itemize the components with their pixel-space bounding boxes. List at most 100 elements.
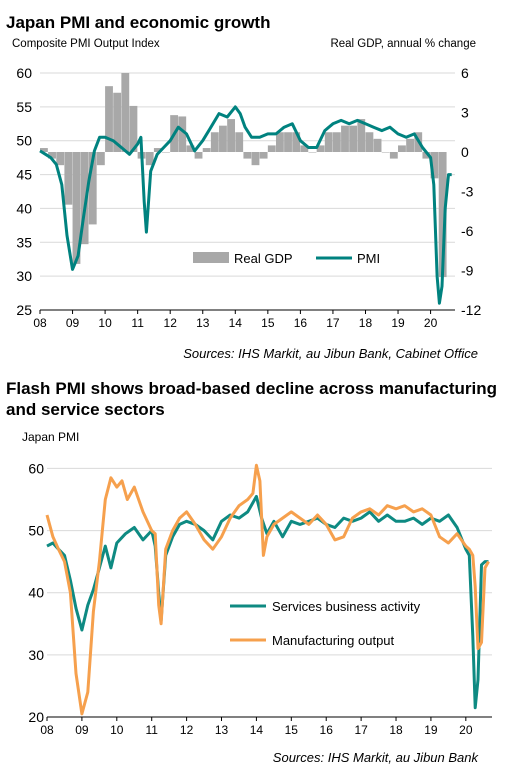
chart1-x-tick-label: 17 [326, 316, 340, 330]
chart1-gdp-bar [381, 152, 390, 153]
chart1-gdp-bar [64, 152, 73, 205]
chart1-gdp-bar [194, 152, 203, 159]
chart2-x-tick-label: 19 [424, 723, 438, 737]
chart2-y-tick-label: 20 [28, 709, 44, 725]
chart1-y-right-tick-label: 3 [461, 105, 469, 121]
chart1-y-tick-label: 50 [16, 133, 32, 149]
chart1-left-axis-label: Composite PMI Output Index [12, 38, 160, 50]
chart1-y-right-tick-label: -6 [461, 223, 474, 239]
chart1-x-tick-label: 20 [424, 316, 438, 330]
chart1-gdp-bar [162, 152, 170, 153]
chart2-legend-manufacturing-label: Manufacturing output [272, 633, 395, 648]
chart2-x-tick-label: 16 [320, 723, 334, 737]
chart2-source: Sources: IHS Markit, au Jibun Bank [272, 750, 478, 765]
chart1-x-tick-label: 10 [98, 316, 112, 330]
chart2-manufacturing-line [45, 463, 490, 716]
chart2-y-tick-label: 40 [28, 585, 44, 601]
chart2-x-tick-label: 18 [389, 723, 403, 737]
chart1-gdp-bar [284, 132, 292, 152]
chart1-y-tick-label: 30 [16, 268, 32, 284]
chart1-gdp-bar [88, 152, 97, 225]
chart1-title: Japan PMI and economic growth [6, 13, 271, 32]
chart2-services-line [46, 494, 489, 710]
chart1-gdp-bar [357, 119, 366, 152]
chart2-x-tick-label: 10 [110, 723, 124, 737]
chart1-gdp-bar [341, 125, 349, 152]
chart1-y-tick-label: 60 [16, 65, 32, 81]
chart1-gdp-bar [80, 152, 89, 245]
chart2-x-tick-label: 17 [354, 723, 368, 737]
chart1-gdp-bar [332, 132, 341, 152]
chart1-legend-gdp-swatch [193, 252, 229, 263]
chart1-x-tick-label: 08 [33, 316, 47, 330]
chart1-gdp-bar [275, 132, 284, 152]
chart1-gdp-bar [300, 145, 309, 152]
chart1-gdp-bar [121, 73, 130, 152]
chart1-gdp-bar [292, 132, 301, 152]
chart1-y-right-tick-label: 6 [461, 65, 469, 81]
chart1-y-right-tick-label: 0 [461, 144, 469, 160]
chart2-x-tick-label: 11 [145, 723, 158, 737]
chart1-gdp-bar [56, 152, 65, 166]
chart1-gdp-bar [324, 132, 333, 152]
chart2-axis-label: Japan PMI [22, 430, 80, 444]
chart1-y-tick-label: 55 [16, 99, 32, 115]
chart1-gdp-bar [267, 145, 276, 152]
chart1-gdp-bar [178, 116, 187, 152]
chart2-x-tick-label: 12 [180, 723, 194, 737]
chart1-gdp-bar [235, 132, 244, 152]
chart1-gdp-bar [365, 132, 374, 152]
chart1-gdp-bar [96, 152, 105, 166]
chart1-x-tick-label: 12 [164, 316, 178, 330]
chart2-x-tick-label: 20 [459, 723, 473, 737]
chart1-gdp-bar [48, 152, 56, 159]
chart1-gdp-bar [219, 125, 227, 152]
chart1-right-axis-label: Real GDP, annual % change [330, 38, 476, 50]
chart1-gdp-bar [438, 152, 447, 278]
chart1-gdp-bar [227, 119, 235, 152]
chart2-x-tick-label: 15 [285, 723, 299, 737]
chart1-gdp-bar [186, 145, 195, 152]
chart1-y-right-tick-label: -3 [461, 184, 474, 200]
chart1-x-tick-label: 19 [391, 316, 405, 330]
chart1-gdp-bar [373, 138, 382, 152]
chart1-gdp-bar [72, 152, 81, 264]
chart1-x-tick-label: 16 [294, 316, 308, 330]
chart1-gdp-bar [243, 152, 252, 159]
chart1-y-right-tick-label: -9 [461, 263, 474, 279]
chart2-x-tick-label: 09 [75, 723, 89, 737]
chart2-x-tick-label: 14 [250, 723, 264, 737]
chart1-x-tick-label: 14 [229, 316, 243, 330]
chart1-y-right-tick-label: -12 [461, 302, 481, 318]
chart1-gdp-bar [40, 148, 48, 152]
chart1-gdp-bar [422, 152, 431, 159]
chart1-gdp-bar [202, 148, 211, 152]
chart1-y-tick-label: 35 [16, 234, 32, 250]
chart1-x-tick-label: 18 [359, 316, 373, 330]
chart1-gdp-bar [210, 132, 219, 152]
chart1-gdp-bar [153, 148, 162, 152]
chart1-y-tick-label: 45 [16, 167, 32, 183]
chart1-gdp-bar [113, 92, 122, 152]
chart1-gdp-bar [145, 152, 154, 166]
chart1-pmi-line [39, 105, 452, 305]
chart1-legend-pmi-label: PMI [357, 251, 380, 266]
chart1-x-tick-label: 11 [131, 316, 144, 330]
chart1-y-tick-label: 25 [16, 302, 32, 318]
chart1-gdp-bar [259, 152, 268, 159]
chart2-x-tick-label: 13 [215, 723, 229, 737]
chart1-gdp-bar [316, 145, 325, 152]
chart1-x-tick-label: 13 [196, 316, 210, 330]
chart1-gdp-bar [129, 105, 138, 152]
chart1-gdp-bar [251, 152, 260, 166]
chart2-x-tick-label: 08 [40, 723, 54, 737]
chart1-gdp-bar [406, 138, 415, 152]
chart1-plot: 25 30 35 40 45 50 55 60 -12 -9 -6 -3 0 3 6 08 09 10 11 12 13… [16, 65, 481, 330]
chart2-plot: 20 30 40 50 60 08 09 10 11 12 13 14 15 16 17 18 19 20 Serv… [28, 460, 492, 737]
chart1-legend-gdp-label: Real GDP [234, 251, 293, 266]
chart2-y-tick-label: 60 [28, 460, 44, 476]
chart2-y-tick-label: 30 [28, 647, 44, 663]
chart1-gdp-bar [105, 86, 113, 152]
chart1-gdp-bar [389, 152, 398, 159]
chart1-gdp-bar [349, 125, 358, 152]
